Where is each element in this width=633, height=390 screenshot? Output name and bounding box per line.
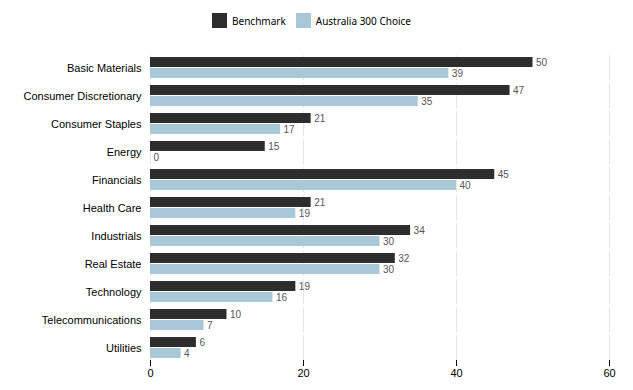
svg-text:34: 34 bbox=[414, 225, 426, 236]
svg-text:Consumer Staples: Consumer Staples bbox=[51, 118, 142, 130]
html-text:Australia 300 Choice: Australia 300 Choice bbox=[315, 13, 411, 28]
svg-text:45: 45 bbox=[498, 169, 510, 180]
svg-text:Technology: Technology bbox=[86, 286, 142, 298]
svg-text:21: 21 bbox=[314, 113, 326, 124]
svg-text:21: 21 bbox=[314, 197, 326, 208]
svg-text:19: 19 bbox=[299, 281, 311, 292]
svg-text:30: 30 bbox=[383, 236, 395, 247]
svg-text:47: 47 bbox=[513, 85, 525, 96]
svg-text:Telecommunications: Telecommunications bbox=[42, 314, 142, 326]
svg-text:35: 35 bbox=[421, 96, 433, 107]
svg-text:10: 10 bbox=[230, 309, 242, 320]
html-text:Benchmark: Benchmark bbox=[232, 13, 286, 28]
svg-text:20: 20 bbox=[297, 367, 309, 379]
svg-text:Energy: Energy bbox=[107, 146, 142, 158]
svg-text:Basic Materials: Basic Materials bbox=[67, 62, 142, 74]
svg-text:60: 60 bbox=[603, 367, 615, 379]
svg-text:32: 32 bbox=[398, 253, 410, 264]
svg-text:Financials: Financials bbox=[92, 174, 142, 186]
svg-text:Health Care: Health Care bbox=[83, 202, 142, 214]
svg-text:40: 40 bbox=[460, 180, 472, 191]
svg-text:Real Estate: Real Estate bbox=[85, 258, 142, 270]
svg-text:0: 0 bbox=[147, 367, 153, 379]
svg-text:7: 7 bbox=[207, 320, 213, 331]
svg-text:Consumer Discretionary: Consumer Discretionary bbox=[24, 90, 142, 102]
svg-text:17: 17 bbox=[284, 124, 296, 135]
svg-text:40: 40 bbox=[450, 367, 462, 379]
svg-text:16: 16 bbox=[276, 292, 288, 303]
svg-text:4: 4 bbox=[184, 348, 190, 359]
svg-text:39: 39 bbox=[452, 68, 464, 79]
svg-text:Industrials: Industrials bbox=[91, 230, 142, 242]
svg-text:15: 15 bbox=[268, 141, 280, 152]
svg-text:6: 6 bbox=[199, 337, 205, 348]
svg-text:0: 0 bbox=[154, 152, 160, 163]
svg-text:Utilities: Utilities bbox=[106, 342, 142, 354]
svg-text:19: 19 bbox=[299, 208, 311, 219]
svg-text:50: 50 bbox=[536, 57, 548, 68]
svg-text:30: 30 bbox=[383, 264, 395, 275]
